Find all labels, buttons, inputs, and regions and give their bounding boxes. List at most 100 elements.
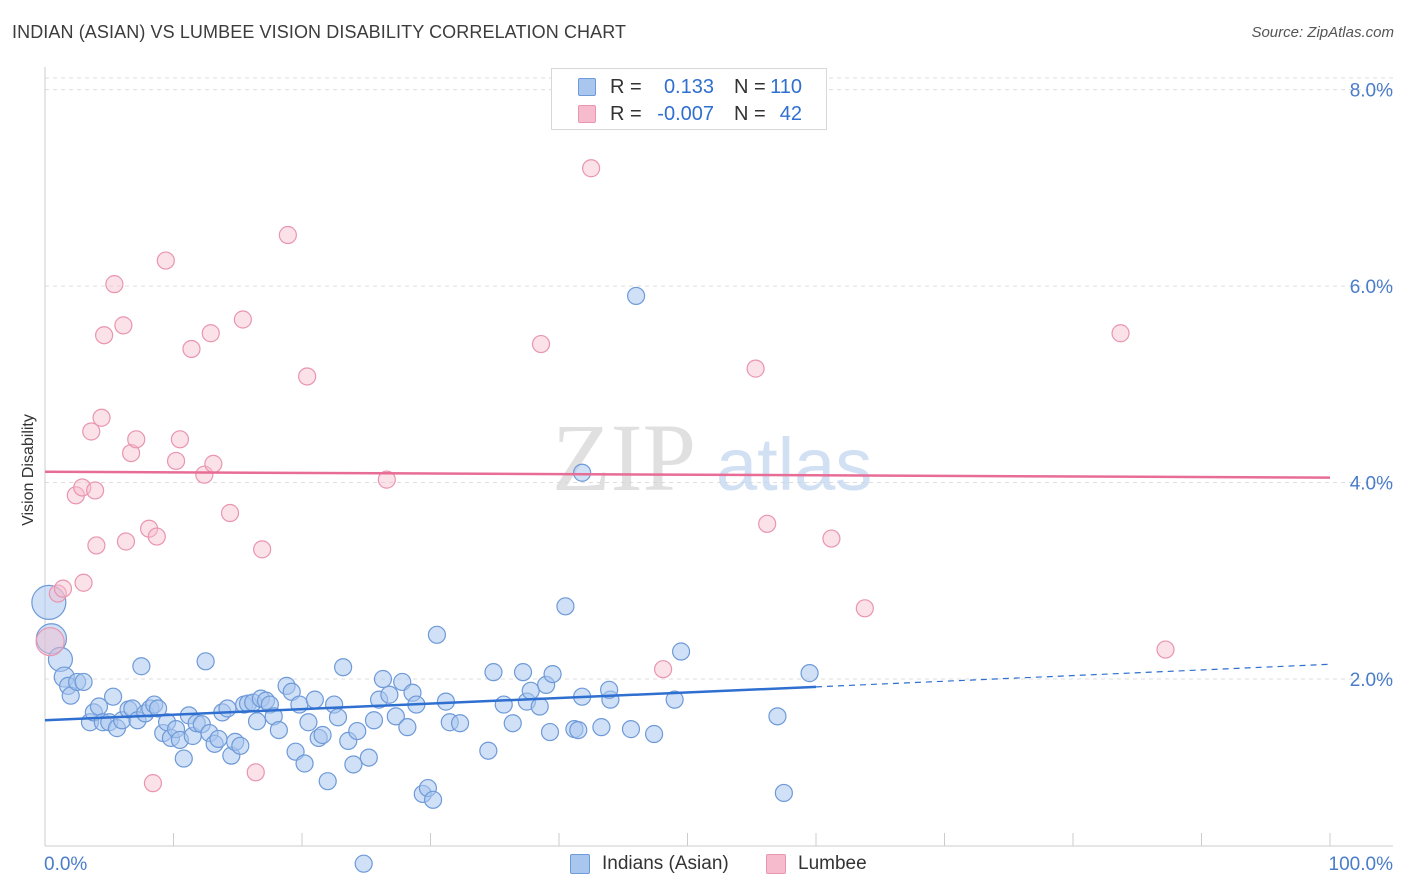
- legend-label: Indians (Asian): [602, 853, 729, 874]
- point-lumbee: [531, 334, 551, 354]
- point-indians-asian: [427, 625, 447, 644]
- legend-n-value: 110: [770, 76, 802, 98]
- legend-swatch-blue: [570, 854, 590, 874]
- point-lumbee: [156, 251, 175, 270]
- point-indians-asian: [398, 718, 417, 737]
- trend-lines: [44, 470, 1331, 722]
- tick-labels: 2.0% 4.0% 6.0% 8.0% 0.0% 100.0%: [44, 81, 1393, 875]
- point-indians-asian: [543, 665, 562, 684]
- legend-r-value: -0.007: [657, 103, 714, 125]
- point-indians-asian: [600, 680, 619, 699]
- y-tick-label: 8.0%: [1350, 81, 1393, 102]
- point-indians-asian: [644, 724, 664, 744]
- legend-r-value: 0.133: [663, 76, 714, 98]
- point-indians-asian: [521, 681, 540, 700]
- point-lumbee: [114, 316, 133, 335]
- point-indians-asian: [503, 714, 522, 733]
- point-indians-asian: [540, 722, 560, 742]
- y-tick-label: 4.0%: [1350, 474, 1393, 495]
- point-indians-asian: [269, 720, 288, 740]
- watermark-atlas: atlas: [716, 423, 872, 506]
- point-lumbee: [233, 310, 252, 329]
- point-indians-asian: [621, 720, 641, 739]
- point-indians-asian: [626, 286, 646, 306]
- point-lumbee: [143, 774, 163, 793]
- point-lumbee: [82, 422, 101, 441]
- point-indians-asian: [132, 657, 151, 676]
- point-indians-asian: [299, 713, 318, 732]
- y-tick-label: 6.0%: [1350, 277, 1393, 298]
- point-lumbee: [855, 599, 874, 618]
- point-indians-asian: [530, 697, 549, 716]
- point-lumbee: [582, 159, 601, 178]
- point-indians-asian: [359, 748, 378, 767]
- point-lumbee: [253, 540, 272, 559]
- point-lumbee: [220, 503, 240, 523]
- trend-line-indians-asian: [44, 685, 817, 722]
- point-lumbee: [35, 627, 65, 657]
- legend-swatch-pink: [766, 854, 786, 874]
- point-lumbee: [74, 573, 93, 592]
- point-lumbee: [246, 763, 265, 782]
- axes: [44, 67, 1393, 847]
- point-indians-asian: [334, 658, 353, 677]
- point-lumbee: [166, 451, 186, 471]
- point-lumbee: [116, 532, 136, 551]
- legend-n-value: 42: [779, 103, 802, 125]
- point-indians-asian: [513, 663, 533, 682]
- point-lumbee: [53, 579, 73, 598]
- series-legend: Indians (Asian) Lumbee: [0, 852, 1406, 878]
- point-lumbee: [758, 514, 777, 533]
- point-indians-asian: [380, 685, 399, 704]
- point-indians-asian: [305, 690, 324, 709]
- point-indians-asian: [174, 749, 193, 768]
- chart-title: INDIAN (ASIAN) VS LUMBEE VISION DISABILI…: [12, 22, 627, 42]
- point-indians-asian: [450, 714, 470, 733]
- point-indians-asian: [364, 711, 384, 730]
- correlation-legend: R = 0.133 N = 110 R = -0.007 N = 42: [551, 68, 827, 130]
- legend-n-label: N =: [734, 76, 766, 98]
- point-lumbee: [201, 324, 220, 343]
- point-indians-asian: [104, 687, 123, 706]
- point-indians-asian: [671, 642, 691, 661]
- point-lumbee: [298, 367, 317, 386]
- point-lumbee: [147, 527, 166, 546]
- gridlines: [45, 77, 1393, 680]
- legend-row-indians-asian: R = 0.133 N = 110: [552, 74, 826, 100]
- point-indians-asian: [768, 707, 787, 726]
- point-lumbee: [95, 326, 114, 345]
- point-lumbee: [204, 454, 223, 473]
- point-lumbee: [139, 519, 159, 538]
- point-indians-asian: [573, 463, 592, 482]
- legend-r-label: R =: [610, 76, 642, 98]
- point-indians-asian: [247, 712, 267, 731]
- x-tick-label-max: 100.0%: [1329, 854, 1394, 875]
- point-lumbee: [170, 430, 190, 449]
- point-lumbee: [86, 481, 105, 500]
- point-lumbee: [182, 339, 201, 359]
- point-indians-asian: [295, 754, 314, 773]
- x-tick-label-min: 0.0%: [44, 854, 87, 875]
- point-lumbee: [121, 443, 141, 463]
- point-indians-asian: [148, 699, 168, 718]
- point-lumbee: [653, 660, 673, 679]
- point-lumbee: [377, 470, 396, 489]
- legend-r-label: R =: [610, 103, 642, 125]
- point-indians-asian: [592, 718, 611, 737]
- point-indians-asian: [344, 755, 363, 774]
- point-indians-asian: [328, 708, 348, 727]
- point-indians-asian: [196, 652, 215, 671]
- point-indians-asian: [318, 772, 337, 791]
- point-indians-asian: [31, 584, 67, 620]
- point-lumbee: [127, 430, 146, 449]
- point-indians-asian: [665, 690, 684, 709]
- point-indians-asian: [774, 783, 793, 803]
- point-lumbee: [278, 225, 297, 245]
- legend-label: Lumbee: [798, 853, 867, 874]
- source-credit: Source: ZipAtlas.com: [1251, 24, 1394, 41]
- point-indians-asian: [484, 663, 503, 682]
- point-lumbee: [105, 275, 124, 294]
- point-indians-asian: [386, 707, 405, 726]
- point-lumbee: [746, 359, 765, 378]
